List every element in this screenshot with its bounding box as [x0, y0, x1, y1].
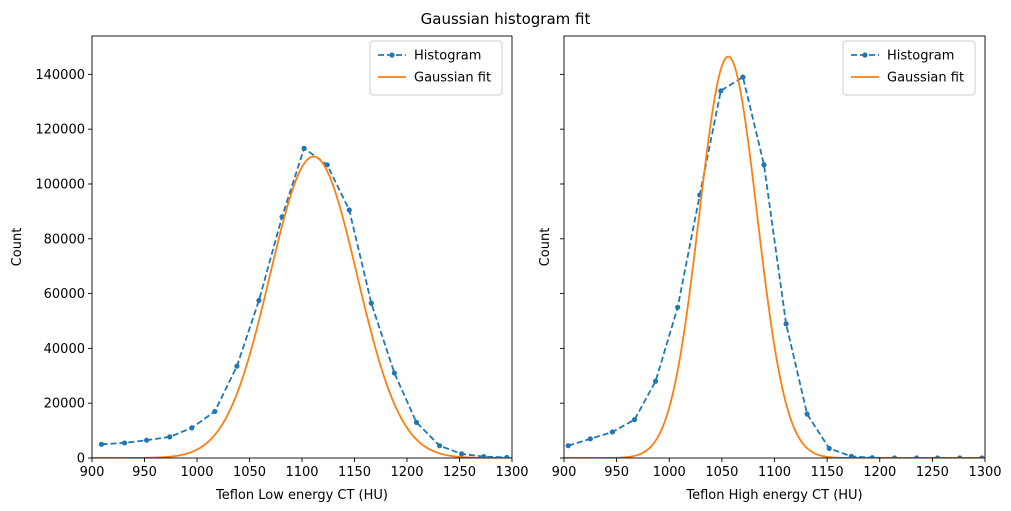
histogram-point — [718, 88, 724, 94]
x-tick-label: 1300 — [495, 465, 528, 480]
x-tick-label: 1250 — [916, 465, 949, 480]
y-tick-label: 0 — [77, 452, 85, 467]
legend: Histogram Gaussian fit — [842, 40, 976, 96]
series-gaussian-fit-1 — [92, 155, 512, 458]
histogram-point — [144, 437, 150, 443]
histogram-point — [346, 207, 352, 213]
legend-marker — [862, 52, 868, 58]
legend-marker — [389, 52, 395, 58]
y-tick-label: 140000 — [35, 68, 85, 83]
legend-box — [369, 40, 503, 96]
histogram-point — [783, 321, 789, 327]
histogram-point — [189, 425, 195, 431]
chart-panel-1: 900 950 1000 1050 1100 1150 1200 1250 1300 0 20000… — [10, 35, 529, 503]
axes-frame — [563, 35, 986, 459]
series-histogram-2 — [565, 74, 985, 458]
chart-panels: 900 950 1000 1050 1100 1150 1200 1250 1300 0 20000… — [10, 35, 1002, 503]
x-tick-label: 1250 — [443, 465, 476, 480]
x-tick-label: 1200 — [863, 465, 896, 480]
legend: Histogram Gaussian fit — [369, 40, 503, 96]
gaussian-fit-line — [564, 55, 985, 458]
x-tick-label: 1050 — [705, 465, 738, 480]
histogram-point — [167, 434, 173, 440]
histogram-point — [826, 445, 832, 452]
legend-label-histogram: Histogram — [414, 49, 481, 64]
legend-label-gaussian-fit: Gaussian fit — [414, 71, 491, 86]
x-tick-label: 1100 — [758, 465, 791, 480]
histogram-point — [256, 297, 262, 304]
legend-box — [842, 40, 976, 96]
x-tick-label: 1000 — [653, 465, 686, 480]
y-tick-label: 40000 — [44, 342, 85, 357]
x-tick-label: 1300 — [968, 465, 1001, 480]
histogram-point — [652, 378, 659, 384]
histogram-point — [436, 443, 443, 449]
histogram-point — [761, 162, 767, 168]
legend-label-gaussian-fit: Gaussian fit — [887, 71, 964, 86]
histogram-point — [481, 454, 487, 458]
series-histogram-1 — [98, 145, 510, 458]
histogram-point — [675, 304, 681, 310]
histogram-point — [565, 443, 571, 449]
x-axis-label: Teflon High energy CT (HU) — [685, 488, 862, 503]
histogram-point — [368, 300, 374, 306]
histogram-point — [459, 451, 465, 457]
y-axis-label: Count — [10, 228, 25, 267]
histogram-point — [804, 411, 810, 417]
histogram-line — [567, 75, 982, 458]
x-tick-label: 1150 — [338, 465, 371, 480]
chart-panel-2: 900 950 1000 1050 1100 1150 1200 1250 1300 Teflon… — [538, 35, 1002, 503]
x-tick-label: 950 — [604, 465, 629, 480]
histogram-point — [413, 419, 420, 425]
y-tick-label: 120000 — [35, 123, 85, 138]
histogram-point — [740, 74, 746, 80]
axes-frame — [91, 35, 513, 459]
x-tick-label: 1100 — [285, 465, 318, 480]
x-tick-label: 1000 — [180, 465, 213, 480]
histogram-point — [121, 440, 128, 446]
y-tick-label: 80000 — [44, 232, 85, 247]
x-tick-label: 1150 — [811, 465, 844, 480]
y-axis-label: Count — [538, 228, 553, 267]
histogram-point — [98, 441, 105, 447]
histogram-line — [101, 146, 507, 458]
histogram-point — [609, 429, 616, 435]
x-tick-label: 900 — [552, 465, 577, 480]
histogram-point — [234, 363, 240, 369]
histogram-point — [212, 408, 218, 415]
x-axis-label: Teflon Low energy CT (HU) — [215, 488, 388, 503]
legend-label-histogram: Histogram — [887, 49, 954, 64]
series-gaussian-fit-2 — [564, 55, 985, 458]
histogram-point — [301, 145, 307, 151]
x-tick-label: 900 — [80, 465, 105, 480]
x-tick-label: 1050 — [233, 465, 266, 480]
histogram-point — [848, 453, 854, 458]
figure-title: Gaussian histogram fit — [421, 10, 591, 28]
x-tick-label: 1200 — [390, 465, 423, 480]
histogram-point — [631, 417, 638, 423]
histogram-point — [391, 370, 397, 376]
y-tick-label: 60000 — [44, 287, 85, 302]
gaussian-fit-line — [92, 155, 512, 458]
y-tick-label: 20000 — [44, 397, 85, 412]
histogram-point — [587, 436, 593, 442]
y-tick-label: 100000 — [35, 177, 85, 192]
x-tick-label: 950 — [132, 465, 157, 480]
histogram-point — [324, 162, 330, 168]
